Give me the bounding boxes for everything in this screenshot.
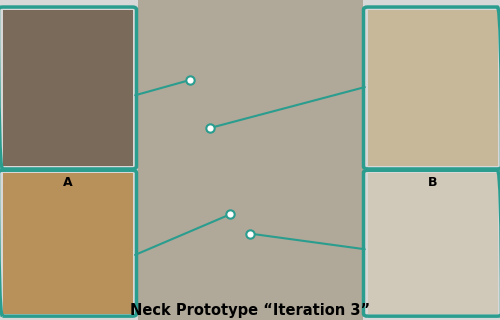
Bar [2, 10, 132, 166]
Text: Neck Prototype “Iteration 3”: Neck Prototype “Iteration 3” [130, 303, 370, 318]
Bar [368, 173, 498, 314]
Bar [368, 10, 498, 166]
Text: B: B [428, 176, 437, 189]
Bar [138, 0, 362, 320]
Bar [2, 173, 132, 314]
Text: A: A [62, 176, 72, 189]
